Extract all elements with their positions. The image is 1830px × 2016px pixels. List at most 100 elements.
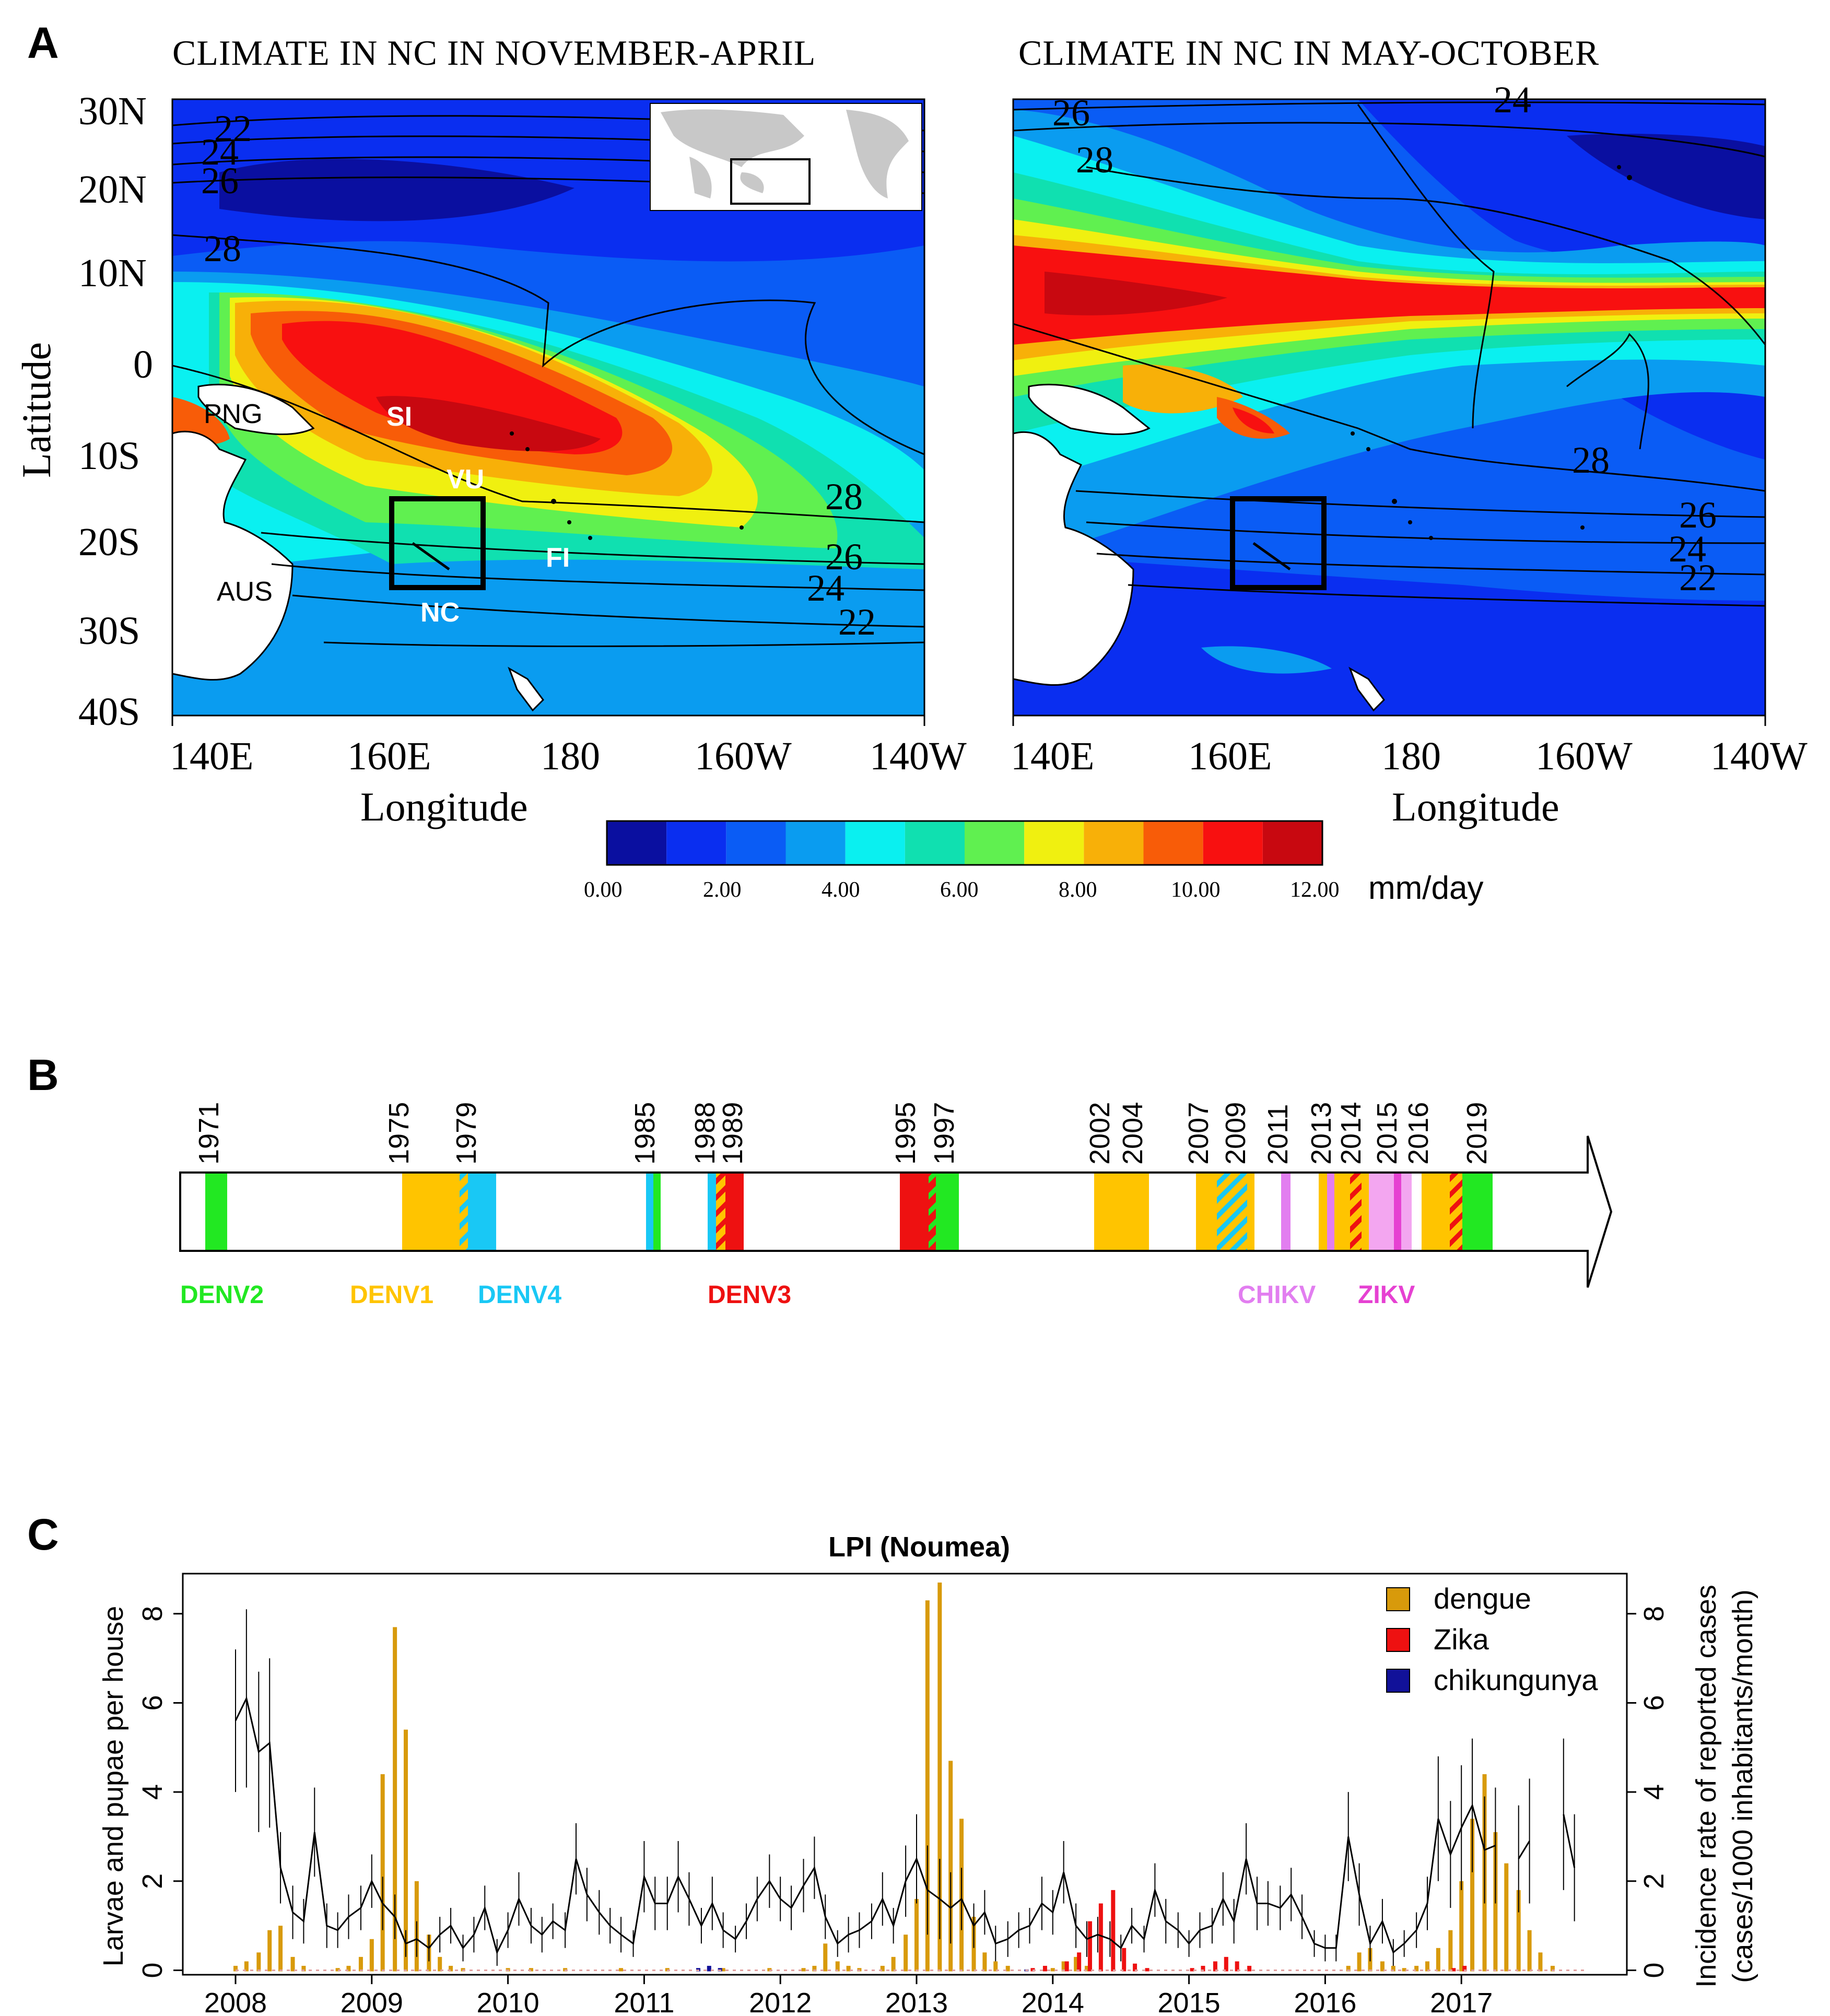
y-right-label-2: (cases/1000 inhabitants/month) [1727,1589,1758,1983]
band-zikv-chikv [1401,1174,1412,1250]
sst-label: 22 [214,108,252,149]
zika-bar [1235,1961,1239,1972]
sst-label: 28 [825,476,863,518]
colorbar-swatch [905,821,965,865]
legend-label-zika: Zika [1434,1623,1489,1656]
colorbar-swatch [845,821,905,865]
timeline-year: 2013 [1306,1102,1337,1165]
label-nc: NC [420,597,460,628]
sst-label: 26 [1679,494,1717,536]
dengue-bar [619,1968,624,1972]
dengue-bar [835,1961,840,1972]
band-denv4 [646,1174,653,1250]
band-denv1 [1334,1174,1350,1250]
dengue-bar [1538,1952,1543,1972]
dengue-bar [267,1930,272,1972]
x-tick-label: 2013 [885,1987,948,2016]
panel-letter-b: B [27,1050,59,1099]
colorbar-tick: 0.00 [584,878,623,902]
dengue-bar [982,1952,987,1972]
band-denv1 [1362,1174,1369,1250]
dengue-bar [449,1965,453,1972]
colorbar-frame [606,820,1323,866]
lon-tick: 160W [1535,734,1633,778]
band-denv4 [708,1174,716,1250]
lat-tick: 10S [78,434,140,478]
right-map-frame [1012,98,1766,717]
timeline-year: 1985 [629,1102,661,1165]
zika-bar [1451,1968,1456,1972]
timeline-year: 1995 [890,1102,921,1165]
timeline-year: 1979 [451,1102,482,1165]
legend-swatch-zika [1386,1628,1410,1652]
y-left-label: Larvae and pupae per house [98,1606,129,1967]
lon-axis-title: Longitude [360,784,528,829]
sst-label: 28 [1076,139,1113,181]
lon-tick: 160W [695,734,792,778]
zika-bar [1077,1952,1082,1972]
lat-tick: 0 [133,343,153,386]
colorbar-unit: mm/day [1368,870,1484,906]
zika-bar [1190,1968,1194,1972]
dengue-bar [1085,1965,1089,1972]
band-denv3 [900,1174,929,1250]
dengue-bar [1357,1952,1362,1972]
dengue-bar [380,1774,385,1972]
colorbar-swatch [1024,821,1084,865]
timeline-year: 1989 [717,1102,748,1165]
timeline-year: 2014 [1335,1102,1367,1165]
band-denv3 [725,1174,744,1250]
band-denv3-denv2 [929,1174,936,1250]
chikungunya-bar [707,1965,711,1972]
dengue-bar [1061,1961,1066,1972]
legend-denv3: DENV3 [708,1281,791,1309]
sst-label: 24 [1494,79,1531,121]
legend-label-dengue: dengue [1434,1582,1531,1615]
band-denv1 [1196,1174,1217,1250]
band-denv3-denv1 [1350,1174,1362,1250]
dengue-bar [346,1965,351,1972]
dengue-bar [1346,1965,1351,1972]
lon-tick: 140E [1011,734,1095,778]
colorbar-swatch [607,821,667,865]
dengue-bar [1414,1965,1419,1972]
left-map-frame [171,98,925,717]
dengue-bar [1005,1965,1010,1972]
y-right-tick-label: 0 [1638,1962,1670,1978]
legend-swatch-chikungunya [1386,1669,1410,1693]
band-denv3-denv1 [716,1174,725,1250]
zika-bar [1201,1965,1205,1972]
sst-label: 24 [201,131,239,173]
dengue-bar [937,1583,942,1972]
x-tick-label: 2016 [1294,1987,1356,2016]
zika-bar [1122,1948,1127,1972]
colorbar-tick: 2.00 [703,878,742,902]
lat-tick: 30N [78,89,147,133]
band-denv1-denv4 [460,1174,468,1250]
band-denv2 [205,1174,227,1250]
x-tick-label: 2011 [614,1987,674,2016]
band-zikv-chikv [1369,1174,1394,1250]
colorbar-swatch [785,821,846,865]
dengue-bar [1550,1965,1555,1972]
right-map-title: CLIMATE IN NC IN MAY-OCTOBER [1018,33,1600,73]
colorbar-tick: 12.00 [1290,878,1340,902]
legend-denv2: DENV2 [180,1281,264,1309]
zika-bar [1213,1961,1217,1972]
lon-tick: 160E [347,734,431,778]
y-left-tick-label: 8 [137,1606,168,1622]
band-denv1 [1247,1174,1254,1250]
legend-denv4: DENV4 [478,1281,561,1309]
zika-bar [1042,1965,1047,1972]
x-tick-label: 2015 [1158,1987,1221,2016]
zika-bar [1098,1903,1103,1972]
zika-bar [1064,1961,1069,1972]
label-vu: VU [447,464,484,495]
right-map [1013,99,1765,716]
colorbar-swatch [666,821,726,865]
dengue-bar [290,1956,295,1972]
timeline-year: 2016 [1403,1102,1434,1165]
colorbar [606,820,1323,866]
lat-tick: 20S [78,520,140,564]
sst-label: 24 [807,567,844,609]
